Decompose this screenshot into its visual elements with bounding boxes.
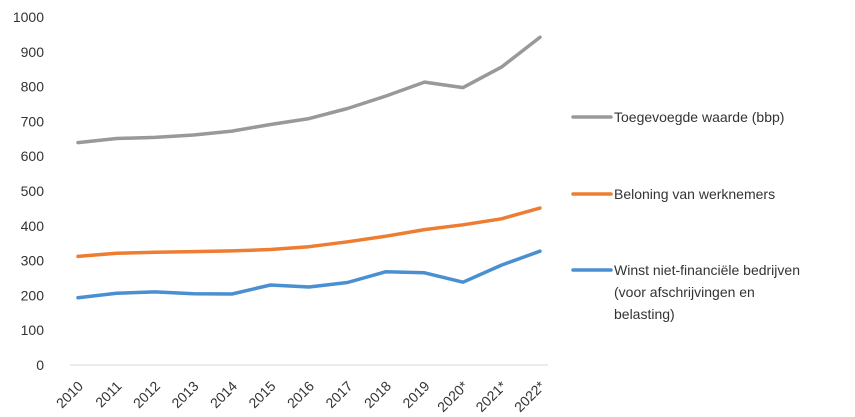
y-tick-label: 800: [21, 79, 45, 95]
x-tick-label: 2012: [130, 378, 163, 411]
y-tick-label: 600: [21, 148, 45, 164]
x-tick-label: 2020*: [434, 377, 472, 415]
series-line-1: [76, 206, 542, 259]
legend-label: (voor afschrijvingen en: [614, 284, 755, 300]
y-tick-label: 0: [36, 357, 44, 373]
y-tick-label: 200: [21, 287, 45, 303]
y-tick-label: 100: [21, 322, 45, 338]
y-tick-label: 1000: [13, 9, 44, 25]
legend-label: Winst niet-financiële bedrijven: [614, 262, 800, 278]
legend-label: Beloning van werknemers: [614, 186, 775, 202]
x-tick-label: 2019: [399, 378, 432, 411]
series-group: [76, 35, 542, 300]
x-tick-label: 2013: [168, 378, 201, 411]
x-tick-label: 2015: [245, 378, 278, 411]
x-tick-label: 2017: [322, 378, 355, 411]
series-line-2: [76, 249, 542, 300]
y-tick-label: 300: [21, 253, 45, 269]
x-tick-label: 2018: [361, 378, 394, 411]
x-axis: 2010 2011 2012 2013 2014 2015 2016 2017 2018 2019…: [53, 364, 549, 415]
y-tick-label: 900: [21, 44, 45, 60]
y-tick-label: 500: [21, 183, 45, 199]
legend: Toegevoegde waarde (bbp) Beloning van wer…: [571, 109, 800, 322]
series-line-0: [76, 35, 542, 145]
x-tick-label: 2014: [207, 378, 240, 411]
y-axis: 0 100 200 300 400 500 600 700 800 900 1000: [13, 9, 44, 373]
x-tick-label: 2011: [92, 378, 125, 411]
legend-label: Toegevoegde waarde (bbp): [614, 109, 784, 125]
x-tick-label: 2016: [284, 378, 317, 411]
legend-label: belasting): [614, 306, 675, 322]
y-tick-label: 700: [21, 113, 45, 129]
x-tick-label: 2010: [53, 378, 86, 411]
y-tick-label: 400: [21, 218, 45, 234]
x-tick-label: 2021*: [472, 377, 510, 415]
x-tick-label: 2022*: [511, 377, 549, 415]
